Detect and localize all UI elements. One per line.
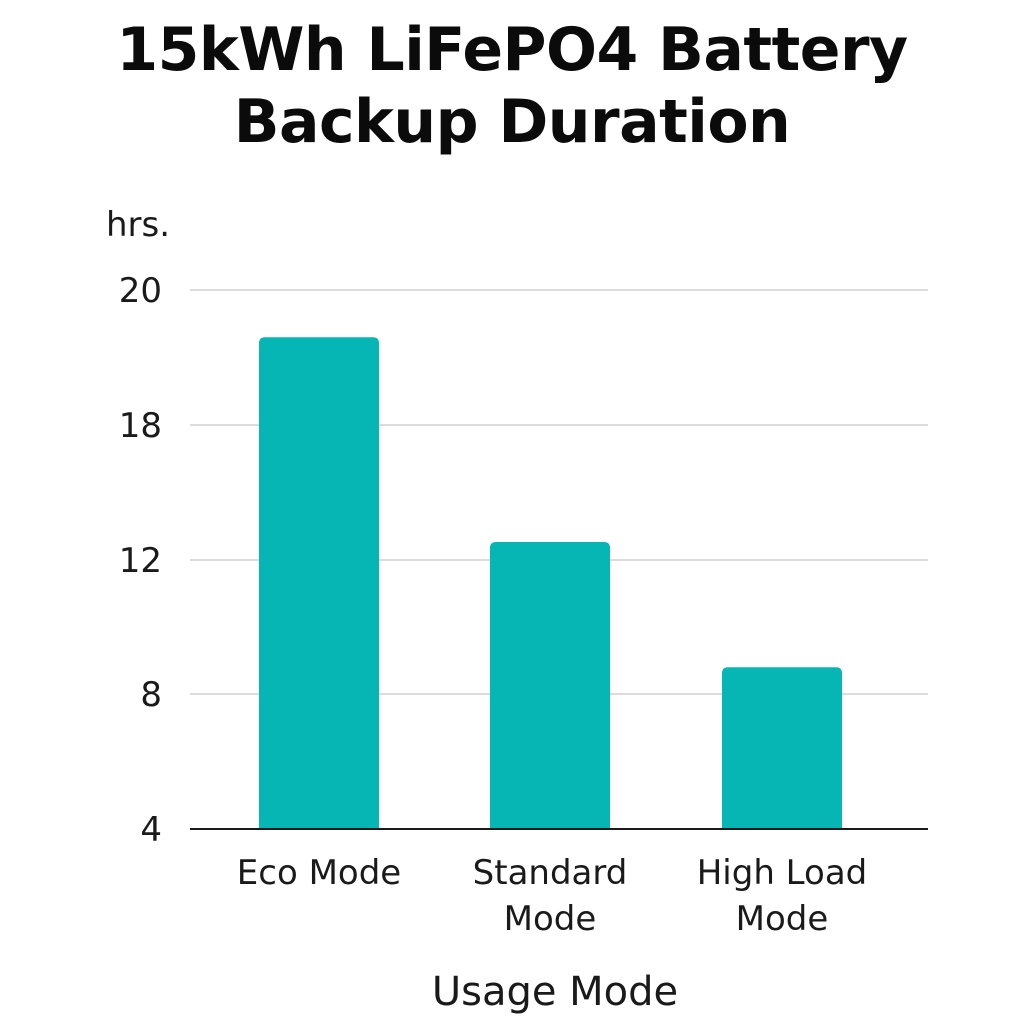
x-axis-title: Usage Mode bbox=[432, 969, 678, 1015]
y-tick-label: 20 bbox=[119, 271, 162, 311]
bar bbox=[722, 667, 842, 829]
y-unit-label: hrs. bbox=[106, 205, 170, 245]
x-category-label: Mode bbox=[504, 899, 597, 939]
labels: 20 18 12 8 4 hrs. Eco Mode Standard Mode High Loa… bbox=[106, 205, 867, 1015]
y-tick-label: 12 bbox=[119, 541, 162, 581]
y-tick-label: 18 bbox=[119, 406, 162, 446]
chart-title-line-2: Backup Duration bbox=[233, 87, 791, 157]
chart-title-line-1: 15kWh LiFePO4 Battery bbox=[116, 15, 908, 85]
bar bbox=[259, 337, 379, 829]
chart-title: 15kWh LiFePO4 Battery Backup Duration bbox=[0, 14, 1024, 158]
y-tick-label: 8 bbox=[140, 675, 162, 715]
x-category-label: Mode bbox=[736, 899, 829, 939]
bar bbox=[490, 542, 610, 829]
bars bbox=[259, 337, 842, 829]
y-tick-label: 4 bbox=[140, 810, 162, 850]
x-category-label: Standard bbox=[473, 853, 628, 893]
x-category-label: High Load bbox=[697, 853, 868, 893]
x-category-label: Eco Mode bbox=[237, 853, 401, 893]
